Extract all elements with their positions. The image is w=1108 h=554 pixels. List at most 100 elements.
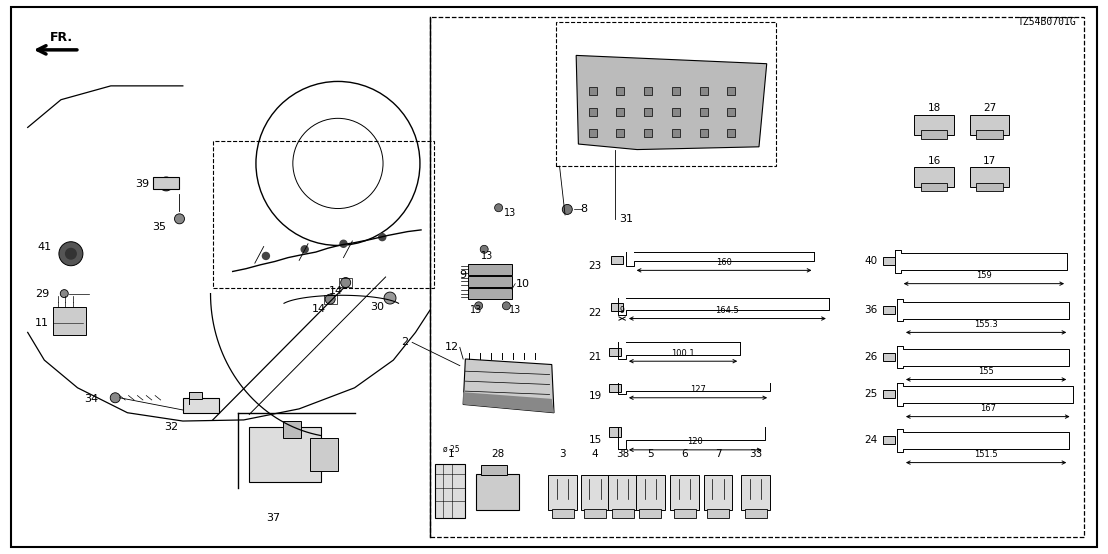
- Text: 26: 26: [864, 352, 878, 362]
- Text: 100.1: 100.1: [671, 348, 695, 358]
- Text: 155: 155: [978, 367, 994, 376]
- Bar: [883, 258, 894, 265]
- Circle shape: [110, 393, 121, 403]
- Bar: [970, 115, 1009, 135]
- Bar: [921, 130, 947, 138]
- Circle shape: [174, 214, 185, 224]
- Bar: [699, 87, 708, 95]
- Text: 167: 167: [979, 404, 996, 413]
- Text: 22: 22: [588, 308, 602, 318]
- Text: 23: 23: [588, 261, 602, 271]
- Bar: [976, 130, 1003, 138]
- Circle shape: [379, 234, 386, 240]
- Text: 16: 16: [927, 156, 941, 166]
- Text: 13: 13: [509, 305, 522, 315]
- Bar: [612, 304, 623, 311]
- Bar: [616, 129, 625, 137]
- Circle shape: [494, 204, 503, 212]
- Polygon shape: [463, 359, 554, 413]
- Bar: [552, 509, 574, 518]
- Bar: [53, 307, 86, 335]
- Bar: [914, 167, 954, 187]
- Bar: [674, 509, 696, 518]
- Bar: [339, 278, 352, 287]
- Text: 164.5: 164.5: [716, 306, 739, 315]
- Bar: [481, 465, 507, 475]
- Text: 9: 9: [619, 306, 625, 315]
- Bar: [612, 509, 634, 518]
- Text: 12: 12: [445, 342, 459, 352]
- Text: 19: 19: [588, 391, 602, 401]
- Bar: [727, 108, 736, 116]
- Text: 17: 17: [983, 156, 996, 166]
- Text: 3: 3: [560, 449, 566, 459]
- Text: 41: 41: [38, 242, 51, 252]
- Circle shape: [65, 248, 76, 260]
- Circle shape: [263, 253, 269, 259]
- Bar: [671, 108, 680, 116]
- Text: 36: 36: [864, 305, 878, 315]
- Text: 35: 35: [153, 222, 166, 232]
- Bar: [612, 257, 623, 264]
- Text: 38: 38: [616, 449, 629, 459]
- Text: 37: 37: [267, 513, 280, 523]
- Bar: [588, 129, 597, 137]
- Bar: [670, 475, 699, 510]
- Bar: [644, 108, 653, 116]
- Text: 33: 33: [749, 449, 762, 459]
- Bar: [970, 167, 1009, 187]
- Text: 40: 40: [864, 257, 878, 266]
- Text: 159: 159: [976, 271, 992, 280]
- Bar: [976, 183, 1003, 191]
- Text: 13: 13: [503, 208, 516, 218]
- Bar: [745, 509, 767, 518]
- Polygon shape: [463, 392, 554, 413]
- Bar: [644, 129, 653, 137]
- Text: 18: 18: [927, 103, 941, 113]
- Circle shape: [474, 302, 483, 310]
- Text: 7: 7: [715, 449, 721, 459]
- Circle shape: [340, 240, 347, 247]
- Text: 30: 30: [370, 302, 383, 312]
- Bar: [283, 421, 301, 438]
- Bar: [883, 306, 894, 314]
- Text: 27: 27: [983, 103, 996, 113]
- Bar: [581, 475, 609, 510]
- Text: 25: 25: [864, 389, 878, 399]
- Bar: [153, 177, 179, 189]
- Text: 39: 39: [135, 179, 148, 189]
- Text: 8: 8: [581, 204, 587, 214]
- Bar: [608, 475, 637, 510]
- Text: 24: 24: [864, 435, 878, 445]
- Bar: [644, 87, 653, 95]
- Bar: [727, 129, 736, 137]
- Text: 127: 127: [690, 385, 706, 394]
- Bar: [476, 474, 519, 510]
- Text: 34: 34: [84, 394, 98, 404]
- Circle shape: [325, 294, 336, 304]
- Text: 155.3: 155.3: [974, 320, 998, 329]
- Bar: [468, 264, 512, 275]
- Circle shape: [480, 245, 489, 253]
- Bar: [468, 276, 512, 287]
- Bar: [671, 129, 680, 137]
- Text: 160: 160: [716, 258, 732, 267]
- Bar: [588, 87, 597, 95]
- Bar: [921, 183, 947, 191]
- Bar: [609, 384, 620, 392]
- Circle shape: [60, 290, 69, 297]
- Circle shape: [160, 177, 173, 191]
- Bar: [548, 475, 577, 510]
- Text: 21: 21: [588, 352, 602, 362]
- Text: 9: 9: [460, 270, 466, 280]
- Text: ø 25: ø 25: [442, 444, 460, 453]
- Text: 11: 11: [35, 318, 49, 328]
- Bar: [616, 108, 625, 116]
- Bar: [883, 353, 894, 361]
- Bar: [213, 141, 434, 288]
- Bar: [249, 427, 321, 482]
- Text: 29: 29: [35, 289, 49, 299]
- Bar: [699, 108, 708, 116]
- Text: 2: 2: [401, 337, 408, 347]
- Text: 120: 120: [687, 437, 704, 447]
